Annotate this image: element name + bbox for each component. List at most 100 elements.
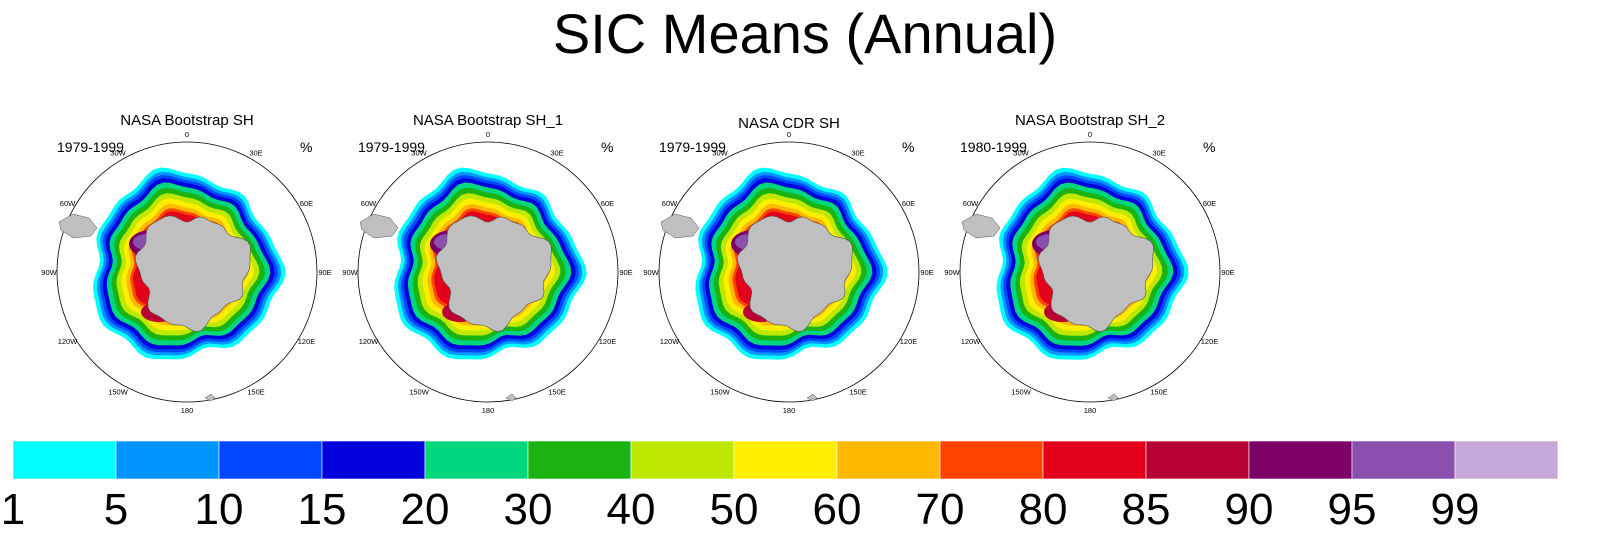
longitude-label: 150E <box>247 388 265 397</box>
longitude-label: 0 <box>1088 130 1092 139</box>
longitude-label: 30E <box>550 149 563 158</box>
panel-units: % <box>902 139 914 155</box>
colorbar: 1 5 10 15 20 30 40 50 60 70 80 85 90 95 99 <box>1 440 1559 534</box>
longitude-label: 120E <box>298 337 316 346</box>
longitude-label: 30W <box>712 149 728 158</box>
longitude-label: 90E <box>619 268 632 277</box>
south-america-landmass <box>58 213 98 239</box>
longitude-label: 0 <box>787 130 791 139</box>
longitude-label: 150E <box>548 388 566 397</box>
panel-title: NASA Bootstrap SH_1 <box>413 112 563 129</box>
panel-units: % <box>300 139 312 155</box>
longitude-label: 120E <box>900 337 918 346</box>
panel-period: 1980-1999 <box>960 139 1027 155</box>
colorbar-tick-label: 70 <box>916 485 965 534</box>
colorbar-tick-label: 30 <box>504 485 553 534</box>
longitude-label: 180 <box>1084 406 1097 415</box>
colorbar-swatch <box>1248 440 1353 480</box>
longitude-label: 150E <box>849 388 867 397</box>
island-landmass <box>505 393 517 402</box>
longitude-label: 120W <box>58 337 79 346</box>
island-landmass <box>1107 393 1119 402</box>
south-america-landmass <box>359 213 399 239</box>
longitude-label: 60E <box>601 199 614 208</box>
colorbar-tick-label: 90 <box>1225 485 1274 534</box>
south-america-landmass <box>961 213 1001 239</box>
longitude-label: 90E <box>920 268 933 277</box>
longitude-label: 30W <box>110 149 126 158</box>
panel-title: NASA Bootstrap SH_2 <box>1015 112 1165 129</box>
colorbar-swatch <box>1351 440 1456 480</box>
panel-period: 1979-1999 <box>358 139 425 155</box>
colorbar-swatch <box>12 440 117 480</box>
panel-title: NASA Bootstrap SH <box>120 112 253 129</box>
colorbar-tick-label: 99 <box>1431 485 1480 534</box>
colorbar-swatch <box>939 440 1044 480</box>
map-panels: NASA Bootstrap SH 1979-1999 % 0 30E 60E 90E 120… <box>41 112 1234 415</box>
colorbar-swatch <box>321 440 426 480</box>
longitude-label: 0 <box>486 130 490 139</box>
colorbar-swatch <box>115 440 220 480</box>
panel-units: % <box>1203 139 1215 155</box>
longitude-label: 30E <box>851 149 864 158</box>
longitude-label: 150W <box>108 388 129 397</box>
longitude-label: 120W <box>359 337 380 346</box>
colorbar-swatch <box>218 440 323 480</box>
colorbar-swatch <box>733 440 838 480</box>
longitude-label: 30W <box>1013 149 1029 158</box>
longitude-label: 90E <box>318 268 331 277</box>
colorbar-swatch <box>1145 440 1250 480</box>
colorbar-tick-label: 1 <box>1 485 25 534</box>
panel-period: 1979-1999 <box>659 139 726 155</box>
colorbar-tick-label: 5 <box>104 485 128 534</box>
chart-title: SIC Means (Annual) <box>553 2 1057 65</box>
colorbar-tick-label: 50 <box>710 485 759 534</box>
colorbar-tick-label: 15 <box>298 485 347 534</box>
colorbar-swatch <box>527 440 632 480</box>
colorbar-tick-label: 60 <box>813 485 862 534</box>
longitude-label: 60W <box>963 199 979 208</box>
map-panel: NASA CDR SH 1979-1999 % 0 30E 60E 90E 120E 150E 1… <box>643 115 933 415</box>
longitude-label: 90E <box>1221 268 1234 277</box>
longitude-label: 0 <box>185 130 189 139</box>
longitude-label: 150E <box>1150 388 1168 397</box>
longitude-label: 120E <box>599 337 617 346</box>
panel-title: NASA CDR SH <box>738 115 840 132</box>
colorbar-tick-label: 40 <box>607 485 656 534</box>
colorbar-swatch <box>836 440 941 480</box>
south-america-landmass <box>660 213 700 239</box>
antarctica-landmass <box>737 215 853 333</box>
colorbar-swatch <box>424 440 529 480</box>
antarctica-landmass <box>1038 215 1154 333</box>
map-panel: NASA Bootstrap SH 1979-1999 % 0 30E 60E 90E 120… <box>41 112 331 415</box>
longitude-label: 150W <box>710 388 731 397</box>
island-landmass <box>204 393 216 402</box>
longitude-label: 150W <box>1011 388 1032 397</box>
longitude-label: 90W <box>342 268 358 277</box>
longitude-label: 90W <box>41 268 57 277</box>
panel-units: % <box>601 139 613 155</box>
island-landmass <box>806 393 818 402</box>
longitude-label: 60E <box>1203 199 1216 208</box>
longitude-label: 60W <box>60 199 76 208</box>
colorbar-tick-label: 95 <box>1328 485 1377 534</box>
map-panel: NASA Bootstrap SH_2 1980-1999 % 0 30E 60E 90E 1… <box>944 112 1234 415</box>
colorbar-tick-label: 20 <box>401 485 450 534</box>
longitude-label: 120W <box>961 337 982 346</box>
longitude-label: 150W <box>409 388 430 397</box>
antarctica-landmass <box>436 215 552 333</box>
longitude-label: 30W <box>411 149 427 158</box>
longitude-label: 120W <box>660 337 681 346</box>
longitude-label: 30E <box>249 149 262 158</box>
longitude-label: 30E <box>1152 149 1165 158</box>
longitude-label: 180 <box>482 406 495 415</box>
map-panel: NASA Bootstrap SH_1 1979-1999 % 0 30E 60E 90E 1… <box>342 112 632 415</box>
longitude-label: 60W <box>662 199 678 208</box>
panel-period: 1979-1999 <box>57 139 124 155</box>
longitude-label: 120E <box>1201 337 1219 346</box>
longitude-label: 90W <box>643 268 659 277</box>
longitude-label: 60W <box>361 199 377 208</box>
colorbar-tick-label: 10 <box>195 485 244 534</box>
colorbar-swatch <box>1042 440 1147 480</box>
longitude-label: 90W <box>944 268 960 277</box>
